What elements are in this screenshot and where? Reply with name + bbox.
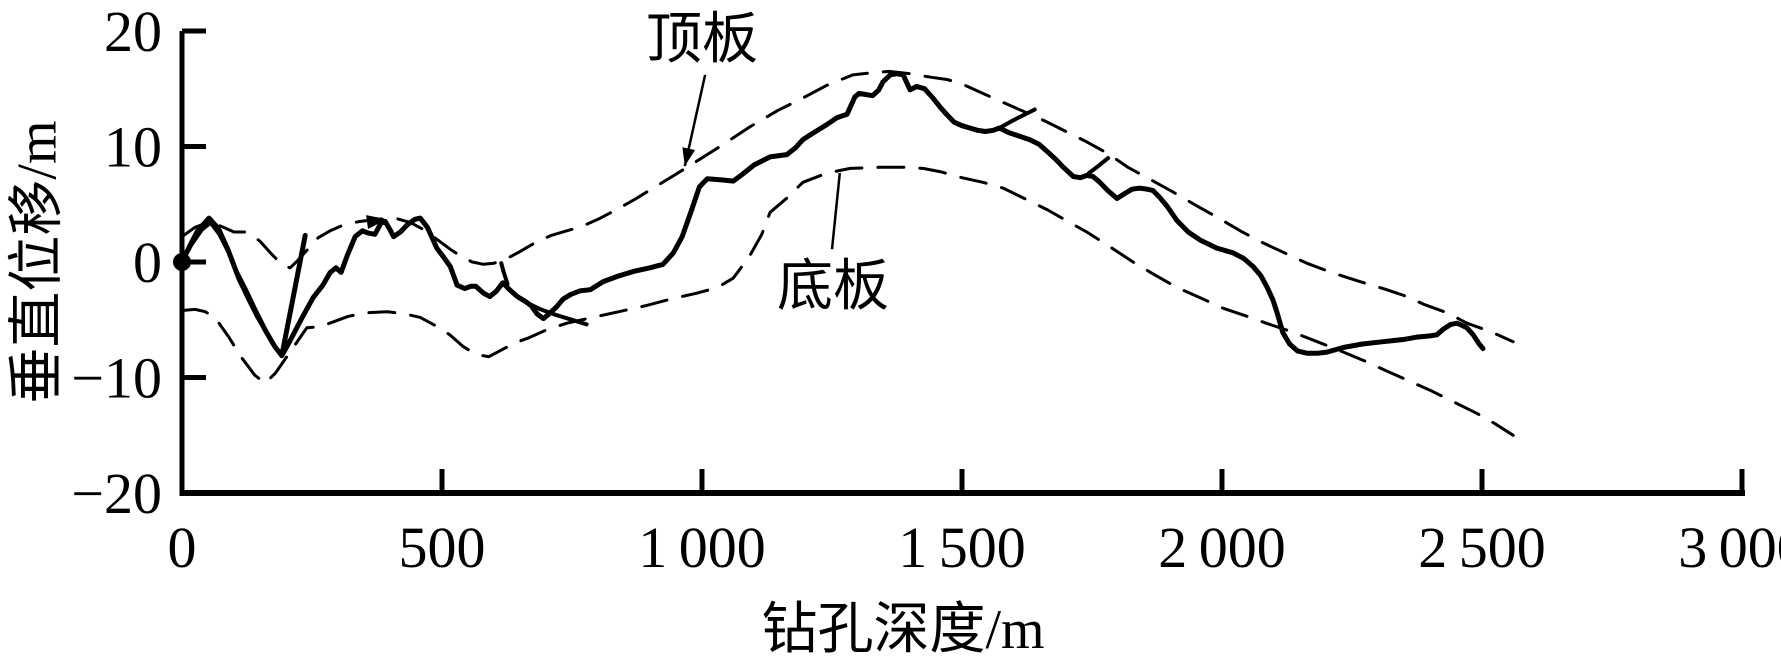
- y-tick-label-0: 0: [133, 230, 162, 295]
- direction-arrow: [366, 215, 387, 229]
- x-tick-label-2000: 2 000: [1158, 515, 1286, 580]
- solid-series-8: [1086, 156, 1111, 176]
- solid-series-7: [997, 107, 1037, 130]
- x-tick-label-1000: 1 000: [638, 515, 766, 580]
- solid-series-3: [180, 220, 284, 358]
- floor-label-leader-line: [830, 172, 842, 250]
- solid-series-4: [279, 232, 308, 359]
- dashed-series-1: [180, 165, 1515, 437]
- dashed-series-0: [180, 69, 1515, 344]
- solid-series-2: [179, 71, 1486, 359]
- x-tick-label-1500: 1 500: [898, 515, 1026, 580]
- y-tick-label-20: 20: [104, 0, 162, 64]
- y-tick-label--10: −10: [71, 346, 162, 411]
- y-tick-label-10: 10: [104, 115, 162, 180]
- solid-series-6: [524, 300, 589, 327]
- x-tick-label-2500: 2 500: [1418, 515, 1546, 580]
- y-axis-title: 垂直位移/m: [7, 120, 69, 403]
- y-tick-label--20: −20: [71, 461, 162, 526]
- x-axis-title: 钻孔深度/m: [761, 599, 1044, 661]
- roof-label: 顶板: [646, 9, 758, 71]
- x-tick-label-500: 500: [399, 515, 486, 580]
- solid-series-5: [499, 261, 510, 286]
- x-tick-label-3000: 3 000: [1678, 515, 1781, 580]
- floor-label: 底板: [777, 256, 889, 318]
- roof-label-leader-arrow-icon: [682, 147, 696, 167]
- x-tick-label-0: 0: [168, 515, 197, 580]
